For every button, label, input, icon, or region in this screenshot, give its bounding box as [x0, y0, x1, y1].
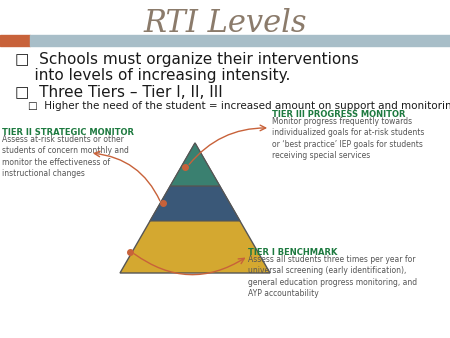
Text: TIER II STRATEGIC MONITOR: TIER II STRATEGIC MONITOR	[2, 128, 134, 137]
Text: TIER I BENCHMARK: TIER I BENCHMARK	[248, 248, 338, 257]
Text: □  Higher the need of the student = increased amount on support and monitoring: □ Higher the need of the student = incre…	[15, 101, 450, 111]
Text: Assess at-risk students or other
students of concern monthly and
monitor the eff: Assess at-risk students or other student…	[2, 135, 129, 178]
Polygon shape	[170, 143, 220, 186]
Bar	[0, 35, 30, 46]
Polygon shape	[120, 143, 270, 273]
Text: into levels of increasing intensity.: into levels of increasing intensity.	[15, 68, 290, 83]
Polygon shape	[150, 186, 240, 221]
Text: □  Schools must organize their interventions: □ Schools must organize their interventi…	[15, 52, 359, 67]
Text: Assess all students three times per year for
universal screening (early identifi: Assess all students three times per year…	[248, 255, 417, 298]
Text: TIER III PROGRESS MONITOR: TIER III PROGRESS MONITOR	[272, 110, 405, 119]
Text: Monitor progress frequently towards
individualized goals for at-risk students
or: Monitor progress frequently towards indi…	[272, 117, 424, 160]
Text: □  Three Tiers – Tier I, II, III: □ Three Tiers – Tier I, II, III	[15, 85, 223, 100]
Text: RTI Levels: RTI Levels	[143, 8, 307, 39]
Bar	[30, 35, 450, 46]
